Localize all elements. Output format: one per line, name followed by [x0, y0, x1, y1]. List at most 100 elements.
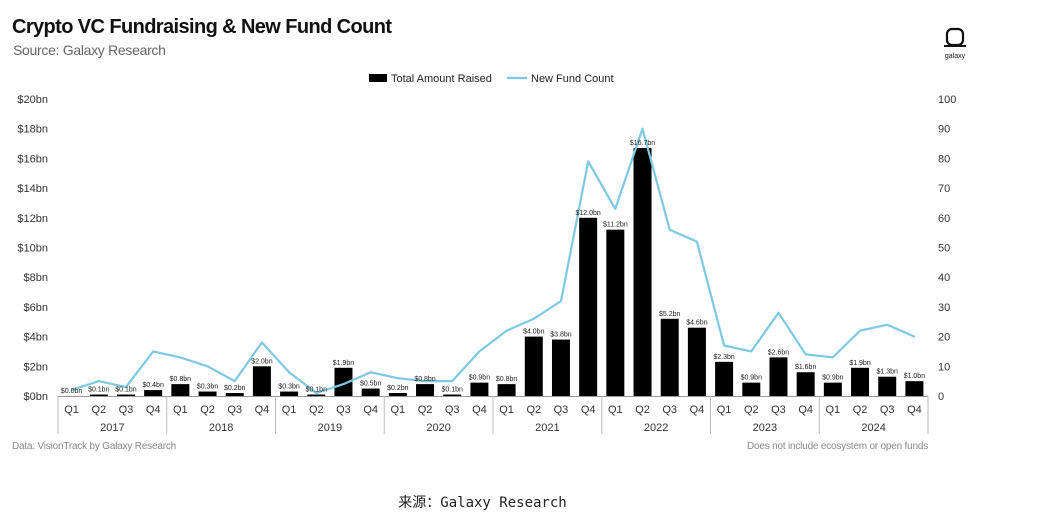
x-quarter-label: Q3 — [880, 404, 895, 416]
bar-data-label: $0.2bn — [224, 385, 246, 392]
galaxy-logo: galaxy — [938, 27, 972, 60]
new-fund-count-point — [832, 356, 834, 359]
bar-amount-raised — [470, 382, 489, 396]
x-quarter-label: Q1 — [826, 404, 841, 416]
bar-amount-raised — [416, 384, 435, 396]
x-quarter-label: Q4 — [798, 404, 813, 416]
x-year-label: 2021 — [535, 422, 559, 434]
x-quarter-label: Q1 — [173, 404, 188, 416]
x-quarter-label: Q2 — [526, 404, 541, 416]
bar-amount-raised — [443, 394, 462, 396]
x-quarter-label: Q4 — [363, 404, 378, 416]
x-quarter-label: Q3 — [445, 404, 460, 416]
bar-amount-raised — [361, 388, 380, 396]
y-left-tick-label: $16bn — [17, 153, 48, 165]
legend-bar-swatch — [369, 74, 387, 82]
bar-data-label: $5.2bn — [659, 311, 681, 318]
new-fund-count-point — [342, 383, 345, 385]
y-right-tick-label: 10 — [938, 361, 950, 373]
bar-amount-raised — [388, 393, 407, 396]
new-fund-count-point — [886, 323, 889, 326]
x-quarter-label: Q2 — [309, 404, 324, 416]
x-year-label: 2019 — [318, 422, 342, 434]
new-fund-count-point — [614, 208, 617, 210]
new-fund-count-point — [206, 365, 209, 368]
new-fund-count-point — [233, 380, 236, 382]
y-right-tick-label: 70 — [938, 183, 950, 195]
bar-amount-raised — [116, 394, 135, 396]
bar-amount-raised — [307, 394, 326, 396]
x-quarter-label: Q3 — [119, 404, 134, 416]
x-quarter-label: Q3 — [554, 404, 569, 416]
new-fund-count-point — [723, 344, 725, 347]
bar-amount-raised — [89, 394, 108, 396]
bar-data-label: $2.0bn — [251, 358, 273, 365]
bar-amount-raised — [878, 376, 897, 396]
x-quarter-label: Q2 — [418, 404, 433, 416]
y-left-tick-label: $18bn — [17, 124, 48, 136]
y-right-tick-label: 80 — [938, 153, 950, 165]
new-fund-count-point — [424, 380, 426, 382]
bar-data-label: $4.6bn — [686, 320, 708, 327]
new-fund-count-point — [505, 329, 508, 332]
new-fund-count-point — [532, 317, 535, 320]
new-fund-count-point — [397, 377, 399, 379]
bar-data-label: $1.6bn — [795, 364, 817, 371]
x-quarter-label: Q4 — [472, 404, 487, 416]
logo-text: galaxy — [944, 53, 966, 60]
new-fund-count-point — [859, 329, 861, 332]
new-fund-count-point — [804, 353, 807, 356]
bar-data-label: $0.2bn — [387, 385, 409, 392]
y-left-tick-label: $4bn — [24, 332, 48, 344]
new-fund-count-point — [179, 356, 182, 359]
x-quarter-label: Q4 — [581, 404, 596, 416]
x-quarter-label: Q3 — [662, 404, 677, 416]
legend-amount-raised: Total Amount Raised — [391, 73, 492, 85]
bar-data-label: $0.0bn — [61, 388, 83, 395]
bar-amount-raised — [225, 393, 244, 396]
chart-title: Crypto VC Fundraising & New Fund Count — [12, 16, 392, 38]
y-right-tick-label: 40 — [938, 272, 950, 284]
new-fund-count-point — [369, 371, 372, 374]
y-right-tick-label: 90 — [938, 124, 950, 136]
bar-data-label: $0.1bn — [88, 387, 110, 394]
bar-amount-raised — [334, 367, 353, 396]
bar-amount-raised — [823, 382, 842, 396]
bar-data-label: $0.3bn — [278, 384, 300, 391]
bar-amount-raised — [252, 366, 271, 396]
x-quarter-label: Q3 — [771, 404, 786, 416]
x-year-label: 2020 — [426, 422, 450, 434]
x-year-label: 2017 — [100, 422, 124, 434]
bar-amount-raised — [633, 148, 652, 396]
data-source-note: Data: VisionTrack by Galaxy Research — [12, 441, 176, 452]
bar-data-label: $16.7bn — [630, 140, 655, 147]
x-quarter-label: Q2 — [853, 404, 868, 416]
new-fund-count-point — [913, 335, 916, 338]
bar-amount-raised — [687, 327, 706, 396]
y-left-tick-label: $2bn — [24, 361, 48, 373]
bar-amount-raised — [851, 367, 870, 396]
bar-data-label: $4.0bn — [523, 329, 545, 336]
y-left-tick-label: $20bn — [17, 94, 48, 106]
new-fund-count-point — [750, 350, 753, 353]
bar-data-label: $0.8bn — [496, 376, 518, 383]
bar-data-label: $2.6bn — [768, 349, 790, 356]
bar-amount-raised — [280, 391, 299, 396]
x-year-label: 2018 — [209, 422, 233, 434]
exclusion-note: Does not include ecosystem or open funds — [747, 441, 928, 452]
bar-data-label: $0.9bn — [741, 375, 763, 382]
source-caption: 来源：Galaxy Research — [398, 495, 567, 511]
bar-data-label: $0.9bn — [469, 375, 491, 382]
new-fund-count-point — [288, 371, 290, 374]
x-quarter-label: Q3 — [336, 404, 351, 416]
new-fund-count-point — [668, 228, 671, 231]
bar-data-label: $1.3bn — [877, 369, 899, 376]
y-right-tick-label: 100 — [938, 94, 956, 106]
y-left-tick-label: $0bn — [24, 391, 48, 403]
x-quarter-label: Q1 — [391, 404, 406, 416]
x-year-label: 2024 — [861, 422, 885, 434]
new-fund-count-point — [696, 240, 698, 243]
bar-data-label: $2.3bn — [713, 354, 735, 361]
x-quarter-label: Q1 — [282, 404, 297, 416]
